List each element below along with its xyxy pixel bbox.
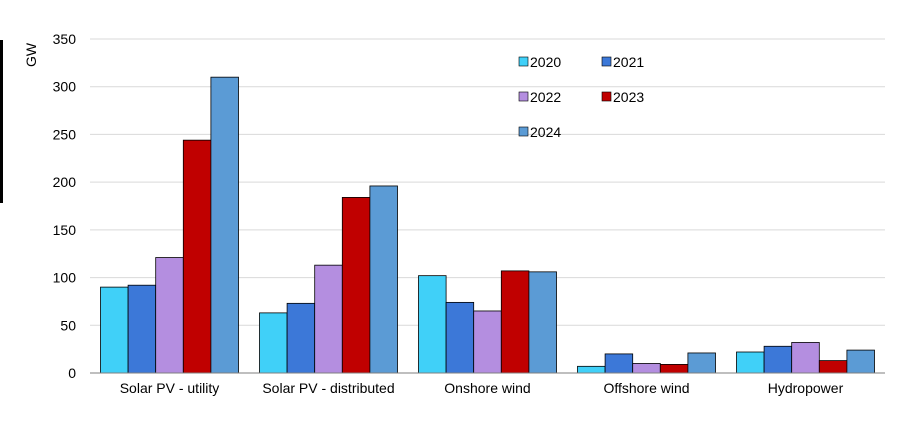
legend-swatch: [518, 126, 529, 137]
bar-2024: [846, 349, 875, 374]
bar-2023: [500, 270, 530, 374]
legend-label: 2024: [530, 124, 561, 140]
bar-2023: [659, 364, 689, 374]
bar-2022: [314, 264, 343, 374]
bar-2020: [577, 365, 606, 374]
bar-2022: [632, 363, 661, 374]
bar-2021: [604, 353, 634, 374]
legend: 2020 2021 2022 2023 2024: [518, 54, 644, 140]
y-tick-label: 300: [53, 79, 77, 95]
category-label: Offshore wind: [603, 380, 689, 396]
x-axis-categories: Solar PV - utility Solar PV - distributed…: [120, 380, 844, 396]
bar-2022: [791, 342, 820, 374]
bar-2021: [286, 302, 316, 374]
y-tick-label: 200: [53, 174, 77, 190]
category-label: Solar PV - distributed: [262, 380, 394, 396]
bar-2020: [736, 351, 765, 374]
y-tick-label: 100: [53, 270, 77, 286]
y-tick-label: 50: [60, 317, 76, 333]
bar-2022: [473, 310, 502, 374]
bar-2024: [210, 76, 239, 374]
bar-2022: [155, 257, 184, 374]
legend-swatch: [601, 91, 612, 102]
y-tick-label: 0: [68, 365, 76, 381]
bar-2023: [818, 360, 848, 374]
y-axis-ticks: 0 50 100 150 200 250 300 350: [53, 31, 77, 381]
bar-2021: [763, 345, 793, 374]
bar-2021: [445, 301, 475, 374]
y-tick-label: 150: [53, 222, 77, 238]
bar-2020: [100, 286, 129, 374]
bar-2024: [528, 271, 557, 374]
legend-swatch: [518, 56, 529, 67]
legend-swatch: [518, 91, 529, 102]
legend-label: 2022: [530, 89, 561, 105]
legend-label: 2020: [530, 54, 561, 70]
bar-2024: [369, 185, 398, 374]
bar-2021: [127, 284, 157, 374]
legend-swatch: [601, 56, 612, 67]
bar-2024: [687, 352, 716, 374]
left-edge-bar: [0, 40, 3, 203]
category-label: Solar PV - utility: [120, 380, 220, 396]
y-tick-label: 350: [53, 31, 77, 47]
legend-label: 2021: [613, 54, 644, 70]
category-label: Onshore wind: [444, 380, 530, 396]
bar-2023: [341, 197, 371, 374]
bars: [100, 76, 875, 374]
bar-2020: [259, 312, 288, 374]
bar-2020: [418, 275, 447, 374]
bar-2023: [182, 139, 212, 374]
legend-label: 2023: [613, 89, 644, 105]
y-axis-label: GW: [23, 42, 39, 67]
y-tick-label: 250: [53, 126, 77, 142]
category-label: Hydropower: [768, 380, 844, 396]
